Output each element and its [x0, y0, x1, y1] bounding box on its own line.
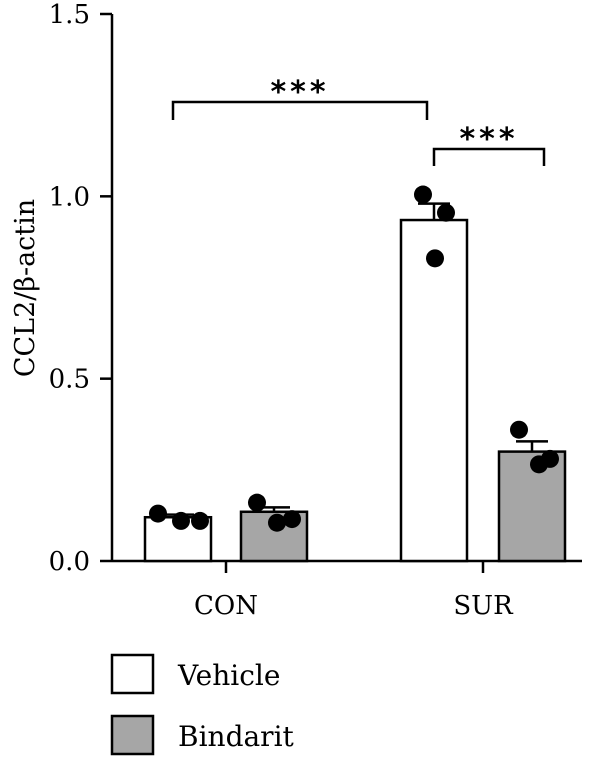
data-point — [172, 511, 190, 530]
legend-swatch — [110, 653, 155, 695]
y-tick-label: 0.5 — [49, 365, 90, 395]
data-point — [268, 513, 286, 532]
data-point — [191, 511, 209, 530]
x-tick-label: CON — [194, 591, 258, 621]
data-points — [149, 185, 559, 532]
y-tick-label: 1.5 — [49, 0, 90, 30]
axes: 0.0 0.5 1.0 1.5 CON SUR CCL2/β-actin — [10, 0, 582, 621]
y-tick-label: 0.0 — [49, 547, 90, 577]
error-bars — [162, 202, 548, 518]
bars — [143, 218, 567, 563]
significance-bracket — [432, 147, 546, 166]
data-point — [248, 493, 266, 512]
legend-label: Vehicle — [177, 659, 280, 692]
data-point — [426, 249, 444, 268]
legend-swatch — [110, 714, 155, 756]
data-point — [437, 203, 455, 222]
data-point — [149, 504, 167, 523]
significance-bracket — [171, 100, 429, 120]
legend-label: Bindarit — [178, 720, 295, 753]
x-tick-label: SUR — [453, 591, 514, 621]
data-point — [541, 449, 559, 468]
y-axis-title: CCL2/β-actin — [10, 199, 41, 377]
legend: Vehicle Bindarit — [110, 653, 295, 756]
significance-brackets: *** *** — [171, 75, 546, 166]
data-point — [510, 420, 528, 439]
data-point — [414, 185, 432, 204]
y-tick-label: 1.0 — [49, 182, 90, 212]
significance-label: *** — [459, 122, 518, 157]
significance-label: *** — [270, 75, 329, 110]
data-point — [283, 510, 301, 529]
bar — [399, 218, 469, 563]
